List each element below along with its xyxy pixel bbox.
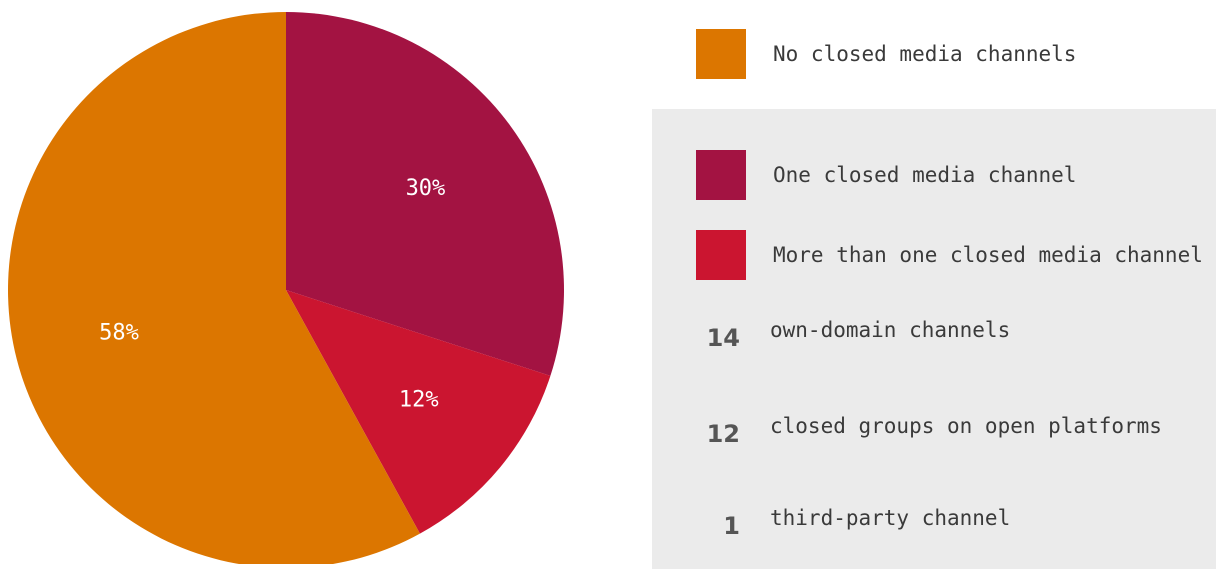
pie-slice-no-closed-media-channels [8, 12, 420, 564]
stat-number: 1 [723, 512, 740, 540]
stat-label: third-party channel [770, 506, 1011, 530]
pie-slice-data-label: 12% [399, 387, 439, 412]
closed-channels-breakdown-panel [652, 109, 1216, 569]
legend-label: More than one closed media channel [773, 243, 1203, 267]
legend-item-more-than-one-closed-media: More than one closed media channel [696, 230, 1206, 280]
pie-slice-more-than-one-closed-media-channel [286, 290, 551, 534]
stat-closed-groups: 12 closed groups on open platforms [696, 414, 1176, 454]
legend-swatch [696, 29, 746, 79]
legend-label: No closed media channels [773, 42, 1077, 66]
pie-slice-data-label: 58% [99, 320, 139, 345]
pie-chart: 30% 12% 58% [8, 12, 564, 564]
legend-swatch [696, 230, 746, 280]
stat-number: 12 [706, 420, 740, 448]
stat-number: 14 [706, 324, 740, 352]
pie-slice-data-label: 30% [406, 176, 446, 201]
stat-label: own-domain channels [770, 318, 1011, 342]
pie-slice-one-closed-media-channel [286, 12, 564, 376]
stat-own-domain-channels: 14 own-domain channels [696, 318, 1176, 358]
stat-third-party-channel: 1 third-party channel [696, 506, 1176, 546]
stat-label: closed groups on open platforms [770, 414, 1162, 438]
legend-item-one-closed-media: One closed media channel [696, 150, 1176, 200]
legend-label: One closed media channel [773, 163, 1077, 187]
legend-swatch [696, 150, 746, 200]
legend-item-no-closed-media: No closed media channels [696, 29, 1176, 79]
